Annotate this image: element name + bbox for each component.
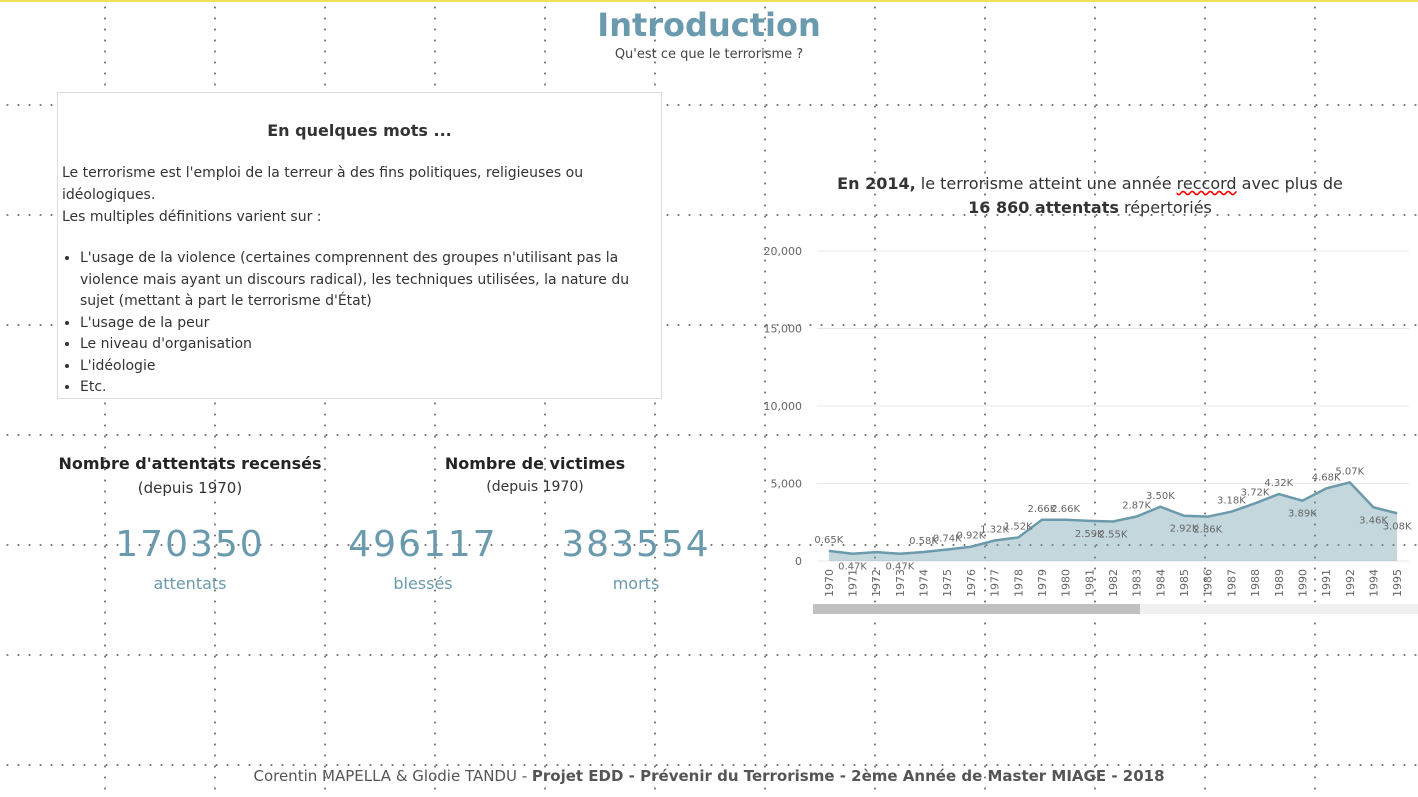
x-tick-label: 1975	[941, 569, 954, 597]
footer: Corentin MAPELLA & Glodie TANDU - Projet…	[0, 767, 1418, 785]
data-label: 2.92K	[1170, 524, 1199, 535]
x-tick-label: 1986	[1202, 569, 1215, 597]
header-text: avec plus de	[1236, 174, 1343, 193]
header-text: reccord	[1176, 174, 1237, 193]
x-tick-label: 1983	[1131, 569, 1144, 597]
kpi-subtitle: (depuis 1970)	[486, 479, 584, 495]
data-label: 2.59K	[1075, 529, 1104, 540]
page-title: Introduction	[597, 6, 821, 44]
footer-bold: Projet EDD - Prévenir du Terrorisme - 2è…	[531, 767, 1165, 785]
card-list: L'usage de la violence (certaines compre…	[58, 248, 661, 399]
data-label: 0.58K	[909, 536, 938, 547]
x-tick-label: 1976	[965, 569, 978, 597]
x-tick-label: 1974	[918, 569, 931, 597]
data-label: 0.47K	[838, 562, 867, 573]
list-item: L'usage de la violence (certaines compre…	[80, 248, 661, 313]
kpi-value: 383554	[561, 524, 711, 565]
x-tick-label: 1992	[1344, 569, 1357, 597]
header-bold: 16 860 attentats	[968, 198, 1119, 217]
x-tick-label: 1981	[1083, 569, 1096, 597]
x-tick-label: 1973	[894, 569, 907, 597]
x-tick-label: 1971	[847, 569, 860, 597]
x-tick-label: 1985	[1178, 569, 1191, 597]
y-tick-label: 10,000	[764, 400, 803, 413]
footer-text: Corentin MAPELLA & Glodie TANDU -	[253, 767, 532, 785]
x-tick-label: 1987	[1225, 569, 1238, 597]
x-tick-label: 1980	[1060, 569, 1073, 597]
data-label: 0.92K	[957, 531, 986, 542]
scrollbar-thumb	[813, 604, 1140, 614]
x-tick-label: 1989	[1273, 569, 1286, 597]
x-tick-label: 1994	[1367, 569, 1380, 597]
card-title: En quelques mots ...	[267, 121, 452, 140]
y-tick-label: 20,000	[764, 245, 803, 258]
data-label: 3.18K	[1217, 496, 1246, 507]
data-label: 3.46K	[1359, 515, 1388, 526]
x-tick-label: 1982	[1107, 569, 1120, 597]
kpi-value: 170350	[115, 524, 265, 565]
kpi-unit: blessés	[393, 574, 453, 593]
x-tick-label: 1990	[1296, 569, 1309, 597]
data-label: 3.08K	[1383, 521, 1412, 532]
x-tick-label: 1978	[1012, 569, 1025, 597]
data-label: 0.65K	[814, 535, 843, 546]
data-label: 2.86K	[1193, 525, 1222, 536]
kpi-title: Nombre d'attentats recensés	[58, 454, 322, 473]
x-tick-label: 1979	[1036, 569, 1049, 597]
data-label: 1.52K	[1004, 521, 1033, 532]
data-label: 3.89K	[1288, 509, 1317, 520]
chart-header: En 2014, le terrorisme atteint une année…	[790, 172, 1390, 220]
kpi-value: 496117	[348, 524, 498, 565]
data-label: 1.32K	[980, 525, 1009, 536]
data-label: 4.68K	[1312, 472, 1341, 483]
header-text: répertoriés	[1118, 198, 1212, 217]
kpi-subtitle: (depuis 1970)	[137, 479, 243, 497]
x-tick-label: 1972	[870, 569, 883, 597]
data-label: 4.32K	[1264, 478, 1293, 489]
data-label: 0.74K	[933, 534, 962, 545]
kpi-unit: morts	[612, 574, 660, 593]
data-label: 3.50K	[1146, 491, 1175, 502]
kpi-title: Nombre de victimes	[444, 454, 626, 473]
text-card: En quelques mots ... Le terrorisme est l…	[57, 92, 662, 399]
y-tick-label: 0	[795, 555, 802, 568]
data-label: 5.07K	[1335, 466, 1364, 477]
data-label: 2.66K	[1028, 504, 1057, 515]
top-line	[0, 0, 1418, 2]
y-tick-label: 15,000	[764, 323, 803, 336]
list-item: Le niveau d'organisation	[80, 334, 661, 356]
x-tick-label: 1984	[1154, 569, 1167, 597]
chart: 0 5,000 10,000 15,000 20,000 0.65K 0.47K 0.47K 0…	[764, 245, 1418, 614]
x-tick-label: 1995	[1391, 569, 1404, 597]
data-label: 2.66K	[1051, 504, 1080, 515]
line	[828, 481, 1398, 555]
y-tick-label: 5,000	[771, 478, 803, 491]
kpi-unit: attentats	[153, 574, 227, 593]
list-item: L'usage de la peur	[80, 313, 661, 335]
header-bold: En 2014,	[837, 174, 916, 193]
x-tick-label: 1970	[823, 569, 836, 597]
x-tick-label: 1991	[1320, 569, 1333, 597]
header-text: le terrorisme atteint une année	[915, 174, 1177, 193]
card-intro: Le terrorisme est l'emploi de la terreur…	[62, 165, 584, 203]
data-label: 3.72K	[1241, 487, 1270, 498]
x-tick-label: 1988	[1249, 569, 1262, 597]
data-label: 2.87K	[1122, 501, 1151, 512]
data-label: 0.47K	[885, 562, 914, 573]
page-subtitle: Qu'est ce que le terrorisme ?	[614, 47, 804, 62]
x-tick-label: 1977	[989, 569, 1002, 597]
list-item: L'idéologie	[80, 356, 661, 378]
card-intro: Les multiples définitions varient sur :	[62, 209, 322, 225]
list-item: Etc.	[80, 377, 661, 399]
data-label: 2.55K	[1099, 529, 1128, 540]
